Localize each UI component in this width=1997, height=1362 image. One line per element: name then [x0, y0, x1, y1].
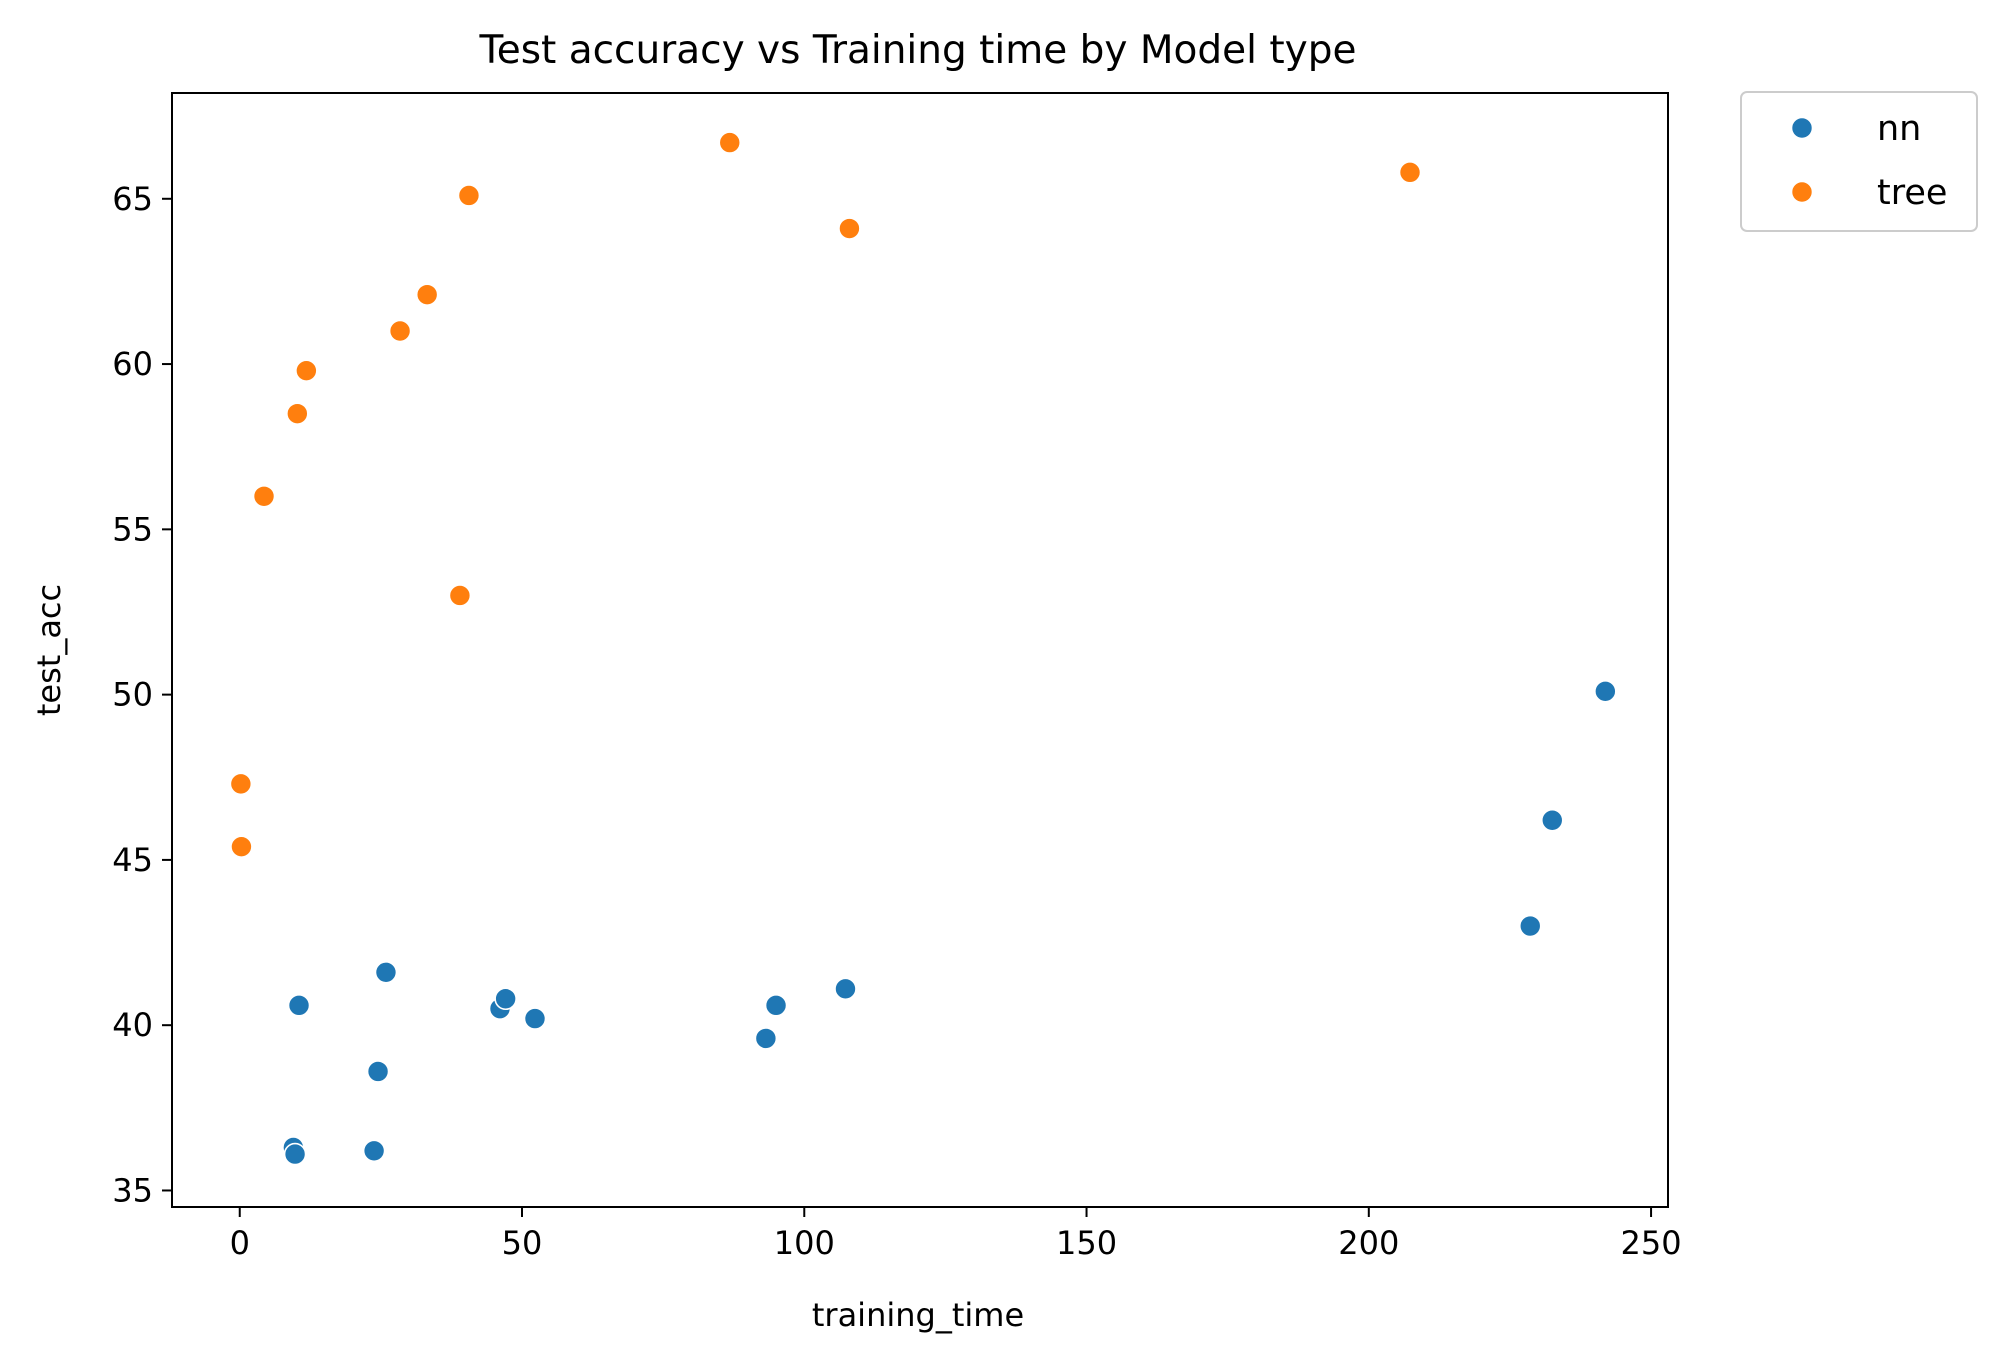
- y-tick-label: 45: [112, 841, 153, 879]
- data-point-nn: [1518, 914, 1542, 938]
- data-point-tree: [286, 402, 309, 425]
- plot-area: [171, 92, 1669, 1208]
- data-point-nn: [494, 987, 517, 1011]
- data-point-nn: [366, 1060, 390, 1083]
- legend-label-tree: tree: [1877, 173, 1947, 213]
- legend: nn tree: [1740, 91, 1978, 232]
- y-tick-label: 55: [112, 510, 153, 548]
- data-point-nn: [1540, 808, 1564, 832]
- legend-items: nn tree: [1790, 109, 1947, 213]
- y-tick-label: 60: [112, 345, 153, 383]
- x-tick-label: 150: [1056, 1224, 1117, 1262]
- x-tick-label: 100: [774, 1224, 835, 1262]
- data-point-tree: [415, 283, 439, 306]
- y-tick-label: 35: [112, 1171, 153, 1209]
- data-point-nn: [523, 1007, 547, 1030]
- data-point-tree: [229, 772, 253, 796]
- data-point-tree: [1398, 161, 1422, 184]
- data-point-nn: [362, 1139, 386, 1163]
- data-point-tree: [388, 319, 412, 343]
- legend-marker-tree: [1790, 180, 1814, 204]
- y-tick-label: 40: [112, 1006, 153, 1044]
- chart-title: Test accuracy vs Training time by Model …: [479, 28, 1357, 73]
- x-tick-label: 50: [502, 1224, 543, 1262]
- y-axis-title: test_acc: [30, 584, 68, 716]
- legend-marker-nn: [1790, 116, 1814, 140]
- data-point-nn: [754, 1027, 778, 1050]
- data-point-nn: [374, 960, 398, 984]
- data-point-nn: [1594, 680, 1617, 703]
- data-point-tree: [230, 835, 253, 858]
- data-point-tree: [448, 584, 472, 607]
- points-layer: [229, 131, 1617, 1166]
- x-axis-title: training_time: [812, 1296, 1024, 1334]
- x-tick-label: 0: [230, 1224, 250, 1262]
- data-point-tree: [252, 484, 276, 508]
- data-point-tree: [838, 217, 861, 240]
- data-point-tree: [718, 131, 742, 154]
- data-point-tree: [457, 184, 481, 207]
- y-tick-label: 50: [112, 676, 153, 714]
- data-point-nn: [764, 994, 788, 1017]
- legend-label-nn: nn: [1877, 109, 1921, 149]
- x-tick-label: 250: [1621, 1224, 1682, 1262]
- data-point-nn: [834, 977, 857, 1001]
- y-axis: 35 40 45 50 55 60 65: [112, 180, 172, 1209]
- x-tick-label: 200: [1338, 1224, 1399, 1262]
- data-point-nn: [283, 1142, 307, 1166]
- data-point-tree: [295, 359, 318, 382]
- plot-frame: [171, 92, 1669, 1208]
- x-axis: 0 50 100 150 200 250: [230, 1207, 1682, 1262]
- data-point-nn: [287, 994, 311, 1017]
- y-tick-label: 65: [112, 180, 153, 218]
